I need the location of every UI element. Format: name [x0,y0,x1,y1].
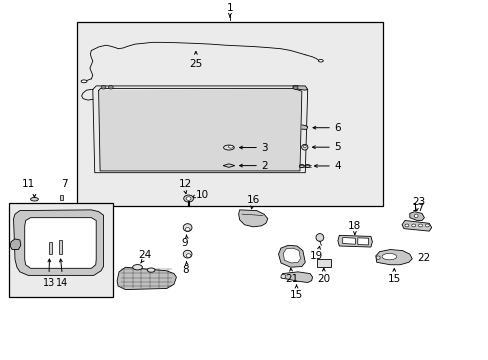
Ellipse shape [147,268,155,272]
Ellipse shape [228,145,233,148]
Text: 24: 24 [138,250,151,260]
Ellipse shape [183,250,192,258]
Text: 12: 12 [178,179,191,189]
Ellipse shape [303,145,305,148]
Polygon shape [337,235,372,247]
Ellipse shape [305,165,309,167]
Bar [9,203,113,297]
Polygon shape [60,195,62,200]
Circle shape [292,86,297,89]
Polygon shape [25,218,96,268]
Circle shape [404,224,408,227]
Text: 3: 3 [261,143,267,153]
Ellipse shape [30,198,38,201]
Text: 14: 14 [56,278,68,288]
Ellipse shape [185,228,190,231]
Polygon shape [409,212,424,220]
Ellipse shape [186,254,191,257]
Text: 20: 20 [317,274,330,284]
Polygon shape [14,210,103,275]
Text: 1: 1 [226,3,233,13]
Text: 15: 15 [387,274,400,284]
Polygon shape [49,242,52,254]
Text: 16: 16 [246,194,259,204]
Polygon shape [281,272,312,283]
Text: 5: 5 [334,142,340,152]
Circle shape [108,86,113,89]
Polygon shape [375,249,411,265]
Polygon shape [100,89,301,170]
Polygon shape [357,238,368,245]
Text: 17: 17 [410,203,424,213]
Polygon shape [117,267,176,289]
Text: 21: 21 [285,274,298,284]
Text: 10: 10 [196,190,208,200]
Text: 6: 6 [334,123,340,133]
Circle shape [101,86,106,89]
Text: 2: 2 [261,161,267,171]
Circle shape [411,224,415,227]
Bar [77,22,382,206]
Text: 22: 22 [416,253,429,263]
Ellipse shape [315,234,323,242]
Polygon shape [278,245,305,267]
Ellipse shape [318,59,323,62]
Circle shape [418,224,422,227]
Ellipse shape [381,253,396,260]
Polygon shape [342,238,355,244]
Polygon shape [238,210,267,227]
Polygon shape [283,248,300,263]
Ellipse shape [413,214,417,218]
Ellipse shape [299,165,304,167]
Polygon shape [223,164,234,167]
Ellipse shape [223,145,234,150]
Polygon shape [59,240,62,254]
Ellipse shape [183,224,192,231]
Polygon shape [401,220,431,231]
Ellipse shape [81,80,87,83]
Circle shape [425,224,428,227]
Text: 15: 15 [289,289,303,300]
Circle shape [186,197,191,200]
Ellipse shape [301,144,307,150]
Text: 23: 23 [411,197,425,207]
Text: 9: 9 [182,238,188,248]
Text: 13: 13 [43,278,55,288]
Polygon shape [301,125,307,130]
Text: 4: 4 [334,161,340,171]
Ellipse shape [132,265,142,270]
Ellipse shape [375,256,379,260]
Polygon shape [317,260,330,267]
Circle shape [183,195,193,202]
Text: 19: 19 [309,251,323,261]
Polygon shape [292,86,307,90]
Ellipse shape [281,274,285,279]
Text: 7: 7 [61,179,68,189]
Text: 8: 8 [182,265,188,275]
Polygon shape [10,239,21,249]
Text: 18: 18 [347,221,361,231]
Text: 25: 25 [189,59,202,69]
Text: 11: 11 [21,179,35,189]
